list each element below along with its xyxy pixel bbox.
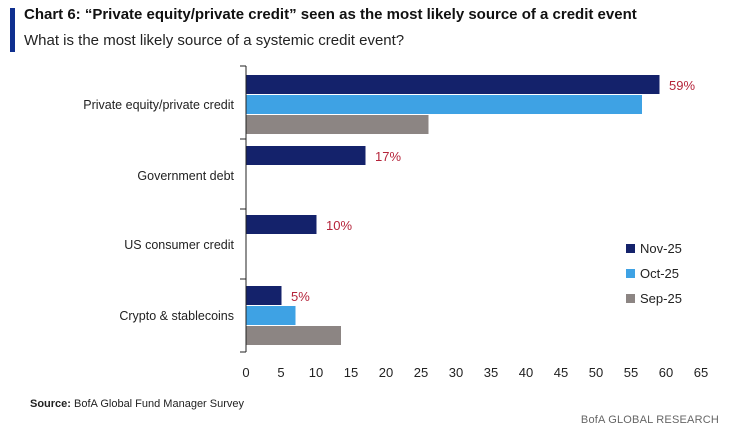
x-tick-label: 20 (379, 365, 393, 380)
legend-label: Sep-25 (640, 291, 682, 306)
x-tick-label: 30 (449, 365, 463, 380)
category-label: Private equity/private credit (83, 98, 234, 112)
x-tick-label: 15 (344, 365, 358, 380)
legend-label: Oct-25 (640, 266, 680, 281)
legend-item: Oct-25 (626, 261, 682, 286)
chart-legend: Nov-25 Oct-25 Sep-25 (626, 236, 682, 311)
bar (246, 286, 282, 305)
x-tick-label: 45 (554, 365, 568, 380)
legend-label: Nov-25 (640, 241, 682, 256)
category-label: Government debt (137, 169, 234, 183)
data-label: 17% (375, 149, 401, 164)
data-label: 10% (326, 218, 352, 233)
brand-label: BofA GLOBAL RESEARCH (580, 414, 719, 426)
bar (246, 115, 429, 134)
source-text: BofA Global Fund Manager Survey (74, 398, 245, 410)
x-tick-label: 55 (624, 365, 638, 380)
legend-swatch (626, 294, 635, 303)
legend-swatch (626, 244, 635, 253)
x-tick-label: 0 (242, 365, 249, 380)
x-tick-label: 40 (519, 365, 533, 380)
category-label: US consumer credit (124, 238, 234, 252)
legend-swatch (626, 269, 635, 278)
data-label: 5% (291, 289, 310, 304)
legend-item: Nov-25 (626, 236, 682, 261)
chart-subtitle: What is the most likely source of a syst… (24, 32, 405, 49)
x-tick-label: 60 (659, 365, 673, 380)
x-tick-label: 25 (414, 365, 428, 380)
legend-item: Sep-25 (626, 286, 682, 311)
bar (246, 306, 296, 325)
category-label: Crypto & stablecoins (119, 309, 234, 323)
x-tick-label: 35 (484, 365, 498, 380)
x-tick-label: 5 (277, 365, 284, 380)
bar (246, 215, 317, 234)
data-label: 59% (669, 78, 695, 93)
source-label: Source: (30, 398, 71, 410)
title-accent-bar (10, 8, 15, 52)
bar (246, 146, 366, 165)
bar (246, 326, 341, 345)
source-note: Source: BofA Global Fund Manager Survey (30, 398, 244, 410)
x-tick-label: 10 (309, 365, 323, 380)
x-tick-label: 50 (589, 365, 603, 380)
x-tick-label: 65 (694, 365, 708, 380)
bar (246, 75, 660, 94)
bar (246, 95, 642, 114)
chart-title: Chart 6: “Private equity/private credit”… (24, 6, 637, 23)
